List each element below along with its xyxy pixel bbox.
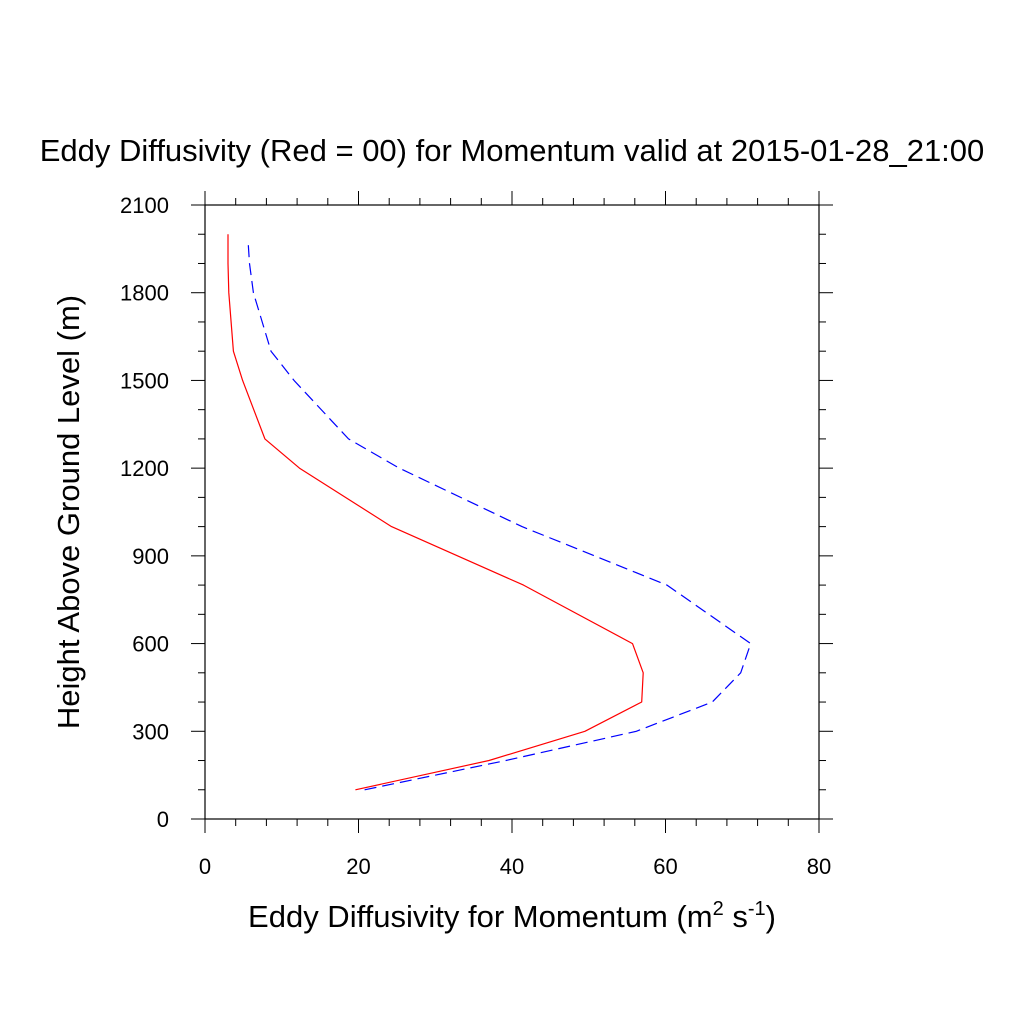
axis-ticks — [191, 191, 833, 833]
tick-labels: 0 20 40 60 80 0 300 600 900 1200 1500 1800 2100 — [120, 193, 831, 879]
plot-frame — [204, 204, 820, 820]
x-axis-title-prefix: Eddy Diffusivity for Momentum (m — [248, 899, 713, 934]
series-line-1 — [227, 234, 644, 791]
x-axis-title-sup-2: -1 — [748, 898, 766, 920]
x-tick-label: 40 — [500, 854, 524, 879]
y-tick-label: 900 — [132, 544, 169, 569]
x-axis-title-sup-1: 2 — [713, 898, 724, 920]
x-axis-title-middle: s — [724, 899, 748, 934]
data-series — [227, 234, 752, 791]
y-tick-label: 1500 — [120, 368, 169, 393]
chart-title: Eddy Diffusivity (Red = 00) for Momentum… — [40, 133, 985, 168]
y-tick-label: 1800 — [120, 281, 169, 306]
x-tick-label: 80 — [807, 854, 831, 879]
y-tick-label: 300 — [132, 719, 169, 744]
y-tick-label: 1200 — [120, 456, 169, 481]
y-tick-label: 0 — [157, 807, 169, 832]
x-tick-label: 60 — [653, 854, 677, 879]
series-line-2 — [247, 240, 752, 791]
x-axis-title: Eddy Diffusivity for Momentum (m2 s-1) — [248, 898, 776, 934]
y-tick-label: 600 — [132, 632, 169, 657]
y-axis-title: Height Above Ground Level (m) — [51, 295, 86, 729]
x-tick-label: 20 — [346, 854, 370, 879]
y-tick-label: 2100 — [120, 193, 169, 218]
x-tick-label: 0 — [199, 854, 211, 879]
x-axis-title-suffix: ) — [766, 899, 776, 934]
